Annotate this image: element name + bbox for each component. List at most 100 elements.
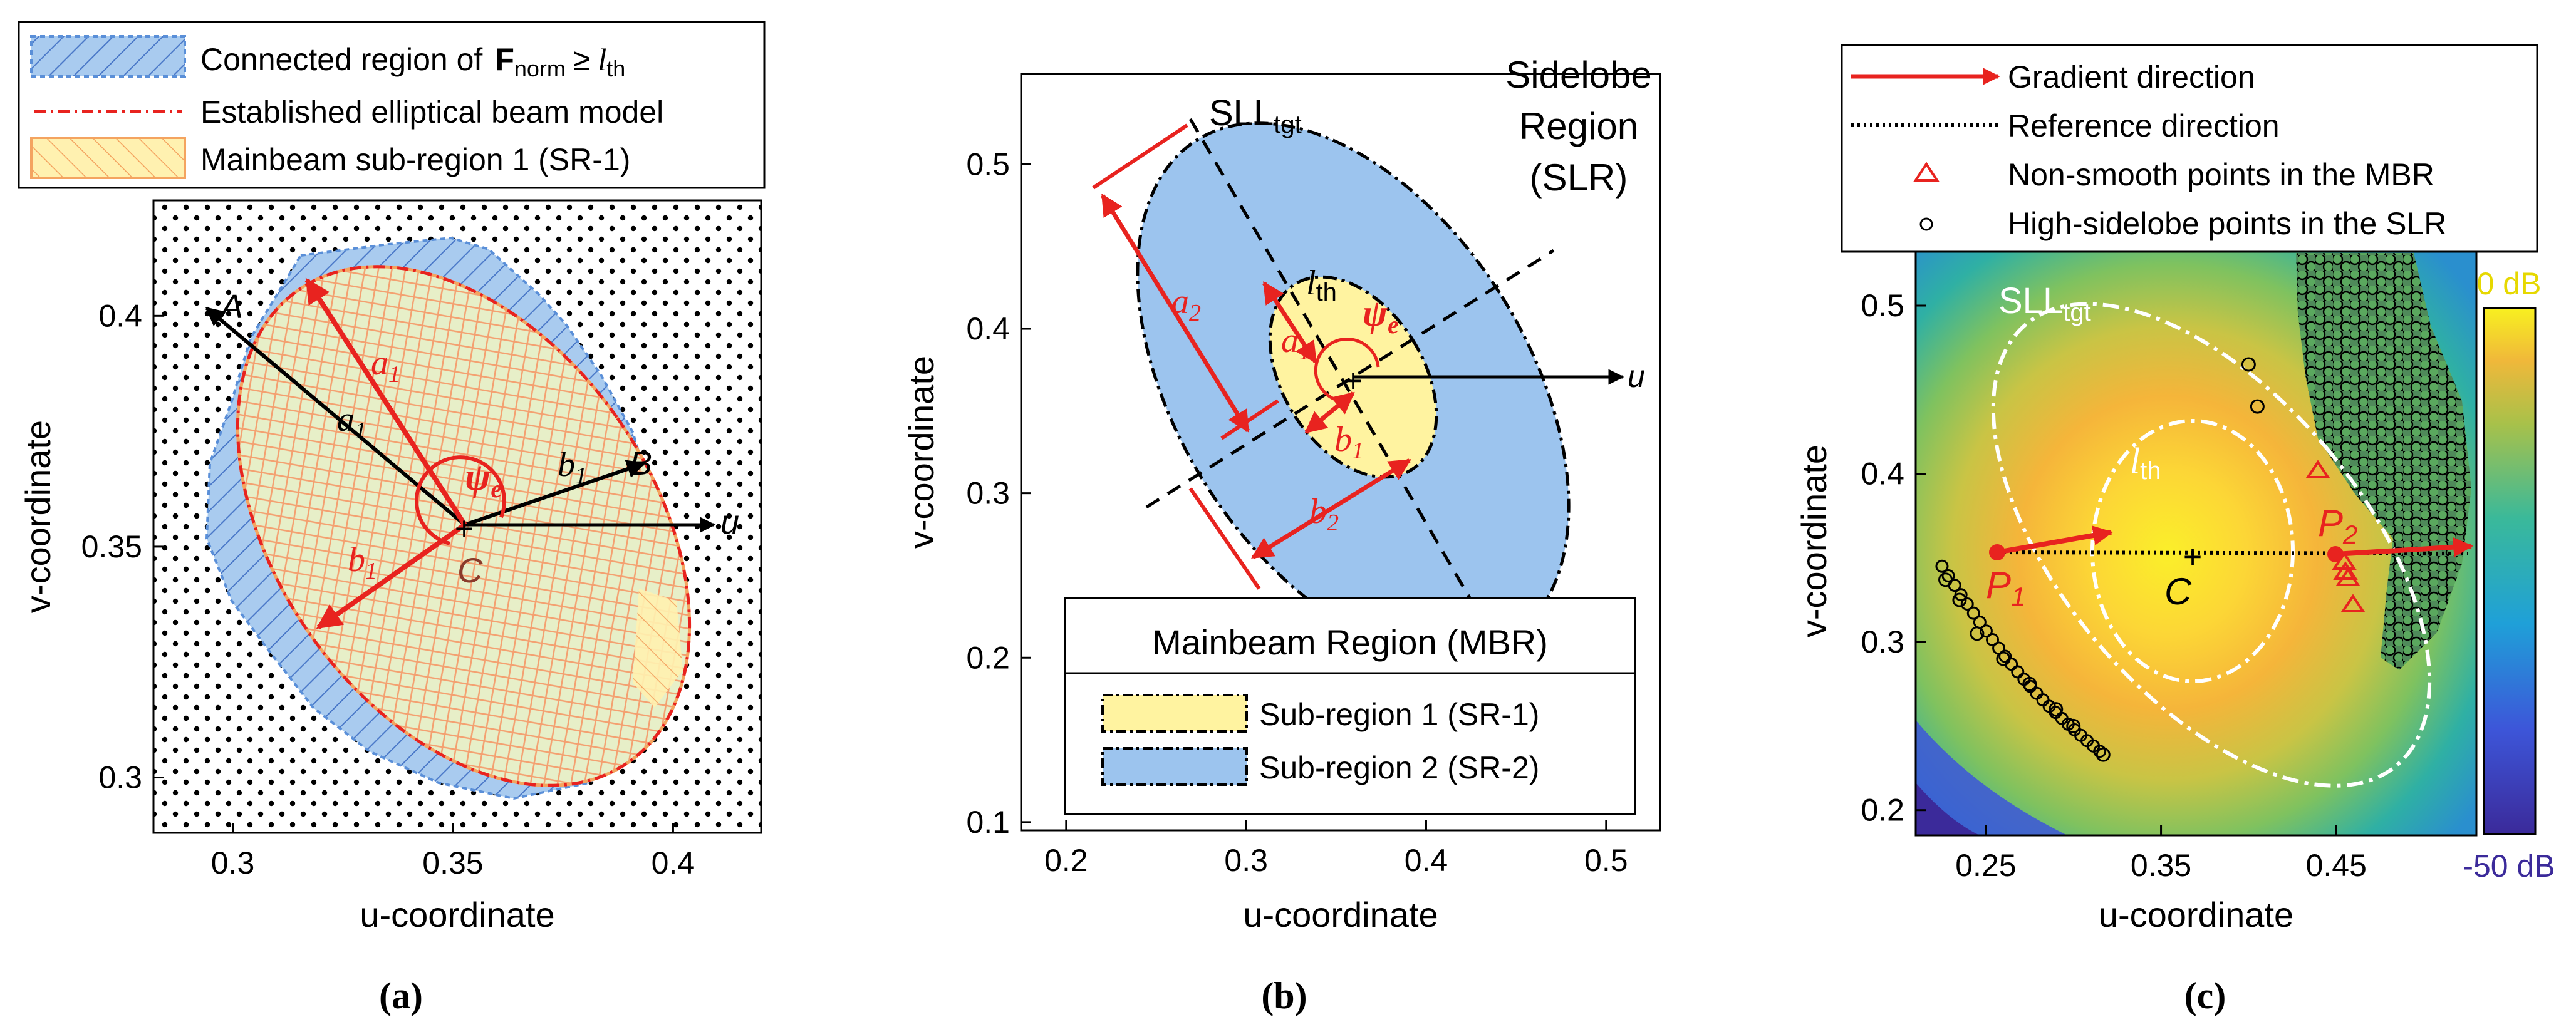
psi-arc bbox=[415, 455, 506, 545]
sidelobe-point bbox=[1954, 588, 1968, 602]
label-A: A bbox=[219, 288, 243, 326]
y-axis-label: v-coordinate bbox=[1794, 445, 1834, 637]
x-tick-label: 0.4 bbox=[652, 845, 695, 880]
x-tick-label: 0.5 bbox=[1584, 843, 1628, 878]
sidelobe-point bbox=[1952, 592, 1967, 607]
sidelobe-points-arc bbox=[1935, 357, 2265, 762]
x-tick-label: 0.25 bbox=[1955, 848, 2016, 883]
label-a1-b: a1 bbox=[1281, 321, 1311, 365]
gradient-arrow-2 bbox=[2335, 537, 2474, 557]
arrow-b1-black bbox=[464, 460, 646, 527]
legend-a: Connected region of Fnorm ≥ lth Established… bbox=[18, 21, 766, 189]
axes-c: 0.25 0.35 0.45 0.2 0.3 0.4 0.5 u-coordinate v-co… bbox=[1794, 288, 2367, 934]
panel-b: + u a2 a1 b1 b2 ψe lth SLLtgt Sidelobe R… bbox=[901, 54, 1661, 1016]
caption-c: (c) bbox=[2184, 975, 2226, 1016]
gradient-arrow-1 bbox=[1997, 525, 2114, 555]
x-tick-label: 0.45 bbox=[2306, 848, 2367, 883]
sidelobe-point bbox=[1979, 624, 1993, 638]
label-C: C bbox=[457, 550, 483, 590]
sidelobe-point bbox=[2250, 399, 2265, 414]
svg-text:High-sidelobe points in the SL: High-sidelobe points in the SLR bbox=[2008, 206, 2446, 241]
colorbar-top-label: 0 dB bbox=[2477, 266, 2542, 301]
label-u-b: u bbox=[1628, 359, 1645, 394]
svg-text:Mainbeam Region (MBR): Mainbeam Region (MBR) bbox=[1152, 622, 1548, 662]
sidelobe-point bbox=[2093, 745, 2107, 758]
slr-label: Sidelobe Region (SLR) bbox=[1505, 54, 1652, 199]
x-tick-label: 0.4 bbox=[1405, 843, 1448, 878]
x-tick-label: 0.3 bbox=[1224, 843, 1268, 878]
nonsmooth-points bbox=[2305, 460, 2366, 612]
x-axis-label: u-coordinate bbox=[1243, 895, 1438, 934]
label-lth-b: lth bbox=[1306, 264, 1337, 306]
label-C-c: C bbox=[2164, 570, 2192, 612]
y-tick-label: 0.5 bbox=[966, 147, 1010, 182]
arrow-a1-black bbox=[205, 306, 466, 527]
y-tick-label: 0.4 bbox=[98, 298, 142, 333]
dim-b1 bbox=[1304, 391, 1355, 434]
legend-a-item-1: Connected region of Fnorm ≥ lth bbox=[200, 42, 625, 81]
arrow-a1-red bbox=[304, 277, 467, 527]
y-axis-label: v-coordinate bbox=[901, 356, 941, 549]
sidelobe-point bbox=[1992, 641, 2006, 655]
x-tick-label: 0.35 bbox=[2131, 848, 2191, 883]
legend-b: Mainbeam Region (MBR) Sub-region 1 (SR-1… bbox=[1064, 597, 1636, 815]
sidelobe-point bbox=[1998, 649, 2012, 663]
label-psi-b: ψe bbox=[1363, 292, 1399, 339]
sidelobe-cluster bbox=[2296, 253, 2471, 670]
label-b1-b: b1 bbox=[1334, 420, 1364, 464]
svg-text:Sidelobe: Sidelobe bbox=[1505, 54, 1652, 96]
colorbar-bottom-label: -50 dB bbox=[2463, 849, 2555, 884]
y-tick-label: 0.2 bbox=[1861, 793, 1904, 828]
svg-text:Region: Region bbox=[1519, 105, 1638, 147]
contour-sll bbox=[1991, 302, 2432, 788]
label-a2: a2 bbox=[1171, 282, 1201, 326]
label-lth-c: lth bbox=[2130, 440, 2161, 485]
point-P2 bbox=[2327, 546, 2344, 562]
legend-c: Gradient direction Reference direction N… bbox=[1841, 44, 2538, 253]
y-tick-label: 0.2 bbox=[966, 640, 1010, 675]
legend-a-item-2: Established elliptical beam model bbox=[200, 95, 663, 130]
panel-a: 0.3 0.35 0.4 0.3 0.35 0.4 u-coordinate v-coordi… bbox=[18, 21, 766, 1016]
dim-a2 bbox=[1101, 194, 1250, 433]
sidelobe-point bbox=[1941, 569, 1955, 582]
label-a1-black: a1 bbox=[337, 400, 366, 444]
x-axis-label: u-coordinate bbox=[2099, 895, 2293, 934]
sidelobe-point bbox=[1948, 579, 1961, 592]
sidelobe-point bbox=[2005, 658, 2018, 671]
y-tick-label: 0.4 bbox=[1861, 457, 1904, 492]
caption-b: (b) bbox=[1261, 975, 1307, 1016]
label-b2: b2 bbox=[1309, 492, 1339, 536]
label-b1-black: b1 bbox=[558, 445, 587, 489]
axes-b: 0.2 0.3 0.4 0.5 0.1 0.2 0.3 0.4 0.5 u-coordinate v… bbox=[901, 147, 1628, 934]
label-B: B bbox=[630, 445, 652, 482]
sidelobe-point bbox=[2049, 702, 2064, 717]
label-P1: P1 bbox=[1986, 564, 2025, 611]
y-tick-label: 0.4 bbox=[966, 311, 1010, 346]
dim-a1 bbox=[1262, 281, 1317, 364]
label-sll-b: SLLtgt bbox=[1209, 93, 1302, 138]
caption-a: (a) bbox=[379, 975, 423, 1016]
x-tick-label: 0.3 bbox=[211, 845, 255, 880]
y-tick-label: 0.5 bbox=[1861, 288, 1904, 323]
sidelobe-point bbox=[1966, 606, 1980, 620]
colorbar bbox=[2483, 307, 2537, 835]
y-tick-label: 0.3 bbox=[98, 760, 142, 795]
y-tick-label: 0.3 bbox=[966, 476, 1010, 511]
svg-text:Gradient direction: Gradient direction bbox=[2008, 59, 2255, 95]
elliptical-beam-model bbox=[236, 265, 692, 787]
svg-text:Non-smooth points in the MBR: Non-smooth points in the MBR bbox=[2008, 157, 2434, 192]
y-tick-label: 0.1 bbox=[966, 805, 1010, 840]
sidelobe-point bbox=[2096, 747, 2111, 762]
svg-text:+: + bbox=[2183, 539, 2202, 575]
y-axis-label: v-coordinate bbox=[18, 420, 58, 613]
svg-text:+: + bbox=[455, 511, 474, 547]
sidelobe-point bbox=[1986, 632, 2000, 646]
point-P1 bbox=[1989, 544, 2005, 560]
y-tick-label: 0.3 bbox=[1861, 624, 1904, 659]
x-tick-label: 0.35 bbox=[422, 845, 483, 880]
svg-text:Reference direction: Reference direction bbox=[2008, 108, 2280, 143]
dim-b2 bbox=[1251, 458, 1411, 559]
svg-text:Sub-region 1 (SR-1): Sub-region 1 (SR-1) bbox=[1259, 697, 1539, 732]
label-sll-c: SLLtgt bbox=[1998, 281, 2091, 326]
